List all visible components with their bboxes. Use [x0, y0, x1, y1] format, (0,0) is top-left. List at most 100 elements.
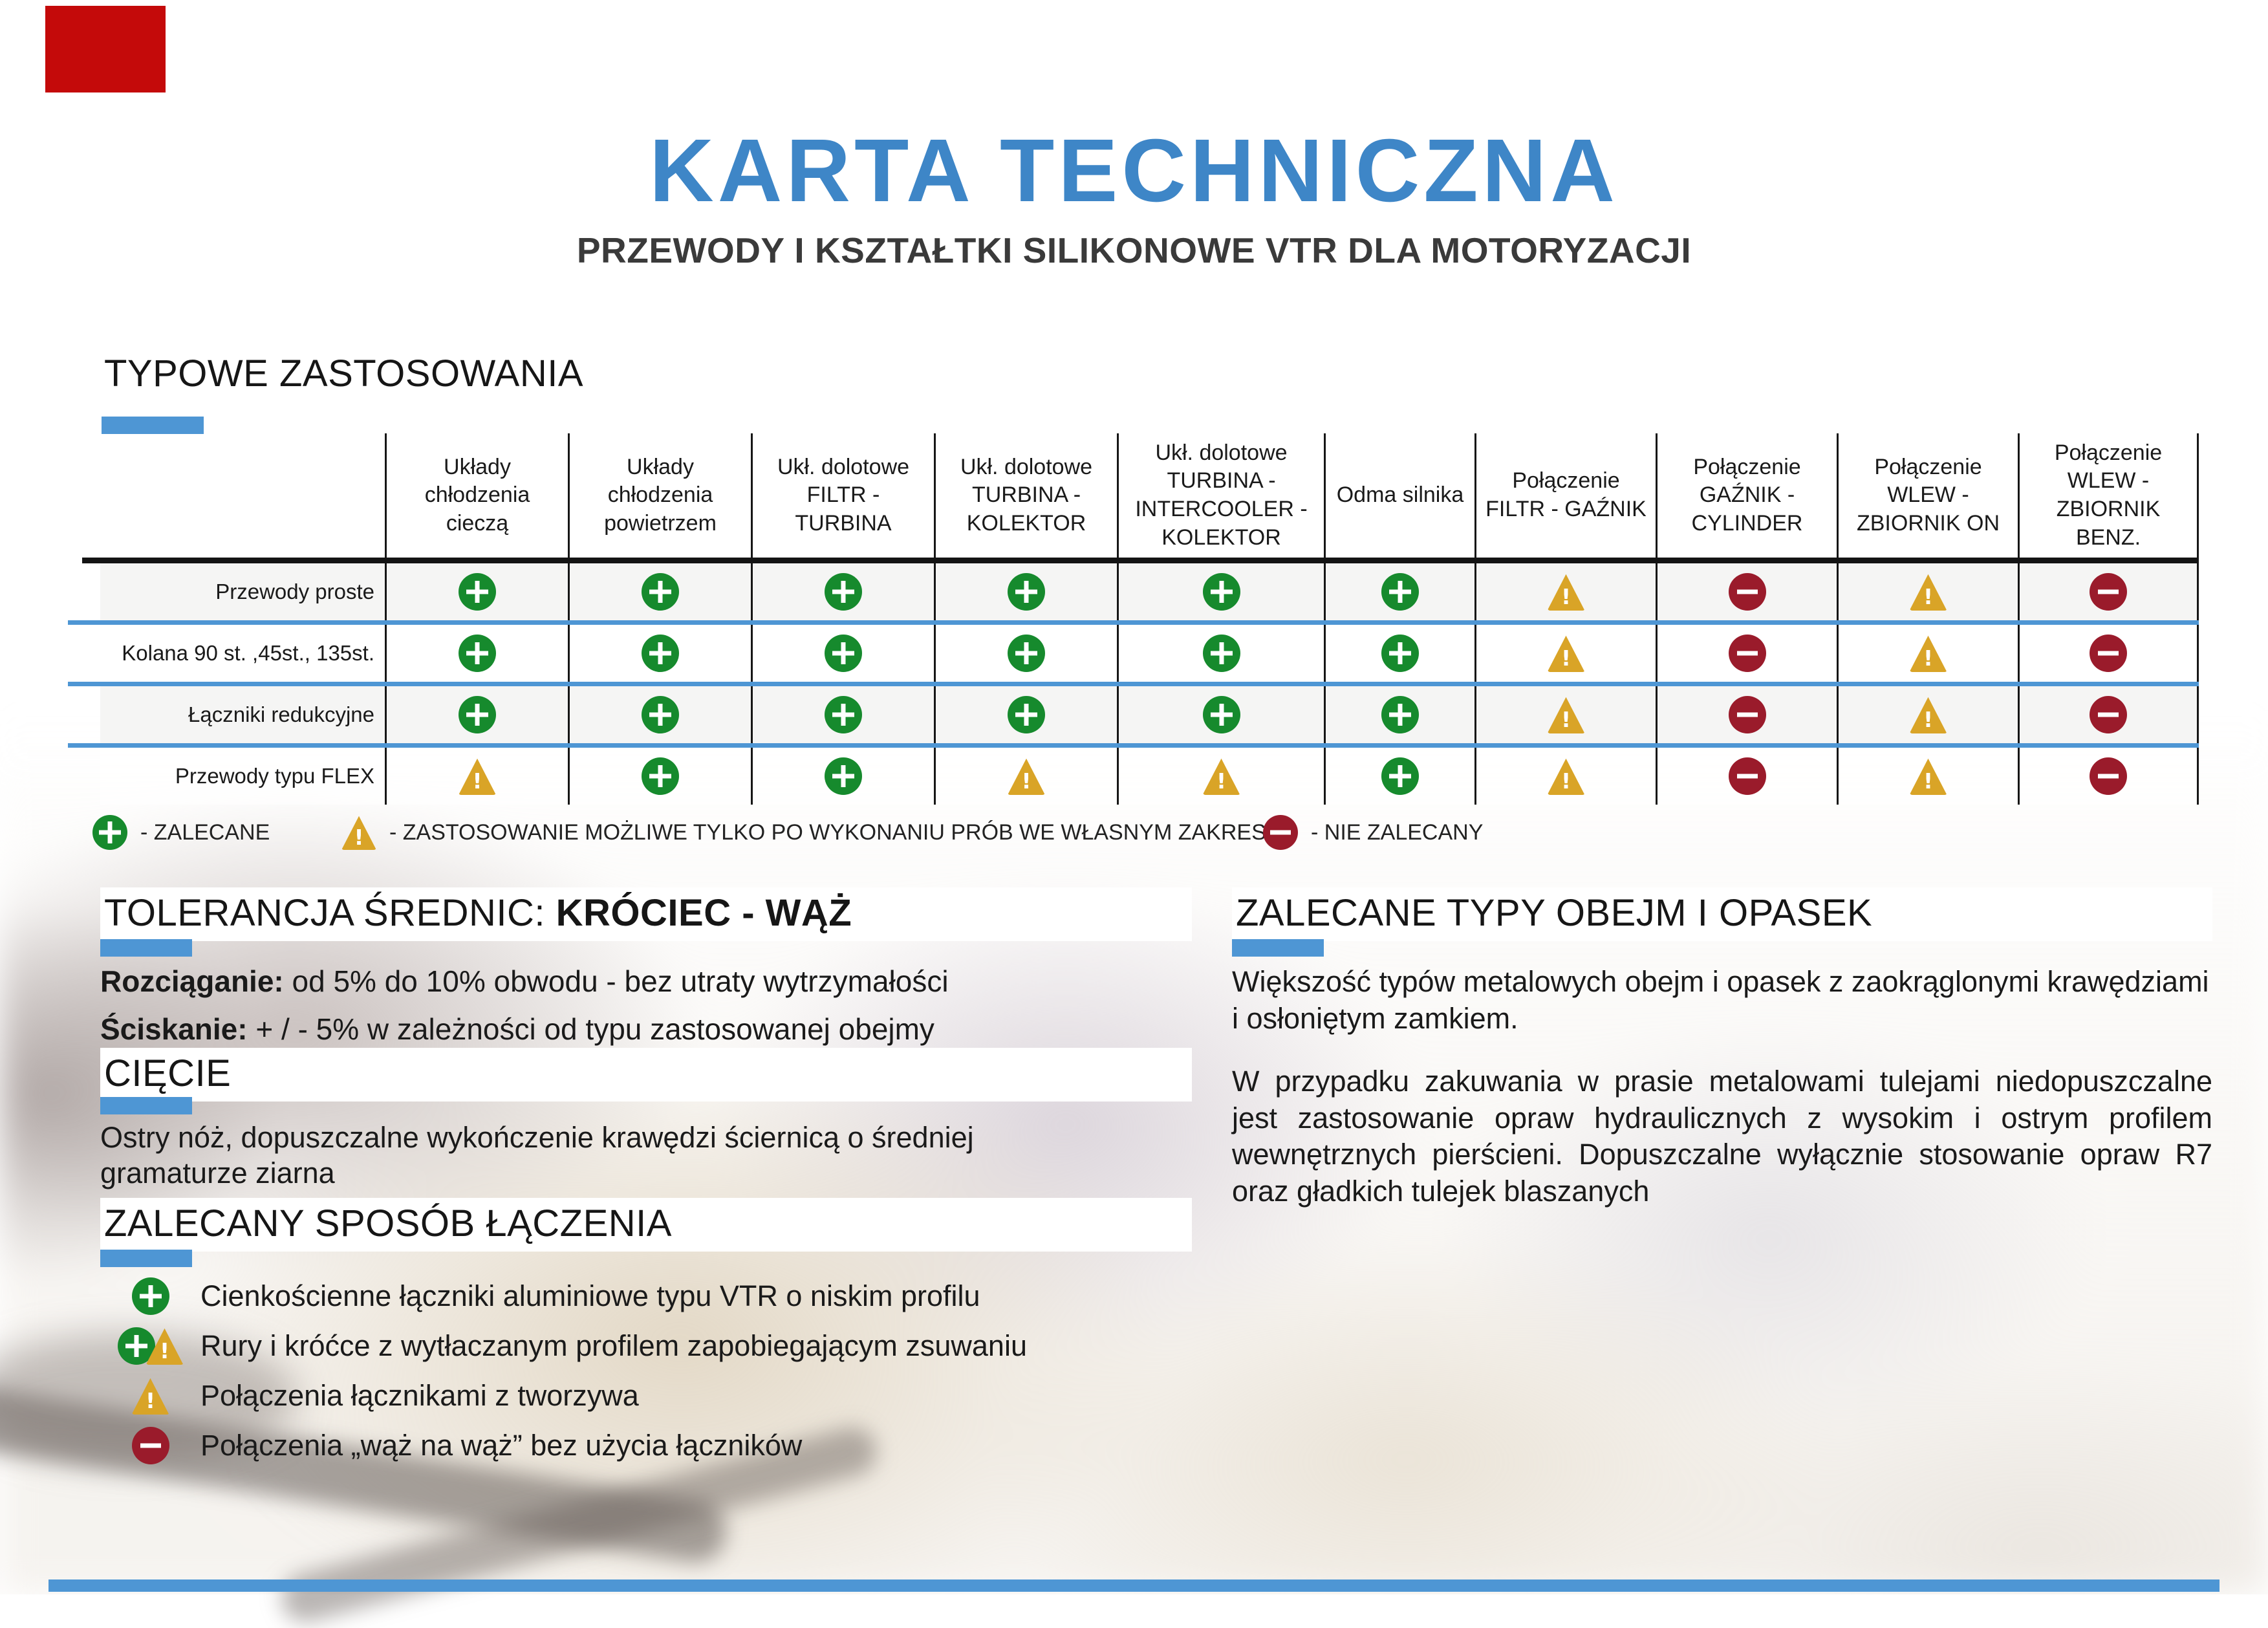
- apps-col-header: Ukł. dolotowe FILTR - TURBINA: [751, 433, 934, 558]
- apps-cell: [2018, 563, 2199, 620]
- plus-icon: [642, 573, 679, 611]
- corner-red-block: [45, 6, 166, 92]
- minus-icon: [1728, 696, 1766, 733]
- tolerance-heading-bold: KRÓCIEC - WĄŻ: [556, 892, 852, 934]
- row-separator: [68, 620, 2199, 625]
- minus-icon: [1263, 815, 1298, 850]
- heading-underline-bar: [100, 1097, 192, 1114]
- apps-row-label: Przewody proste: [100, 563, 385, 620]
- plus-icon: [1008, 573, 1045, 611]
- footer-blue-bar: [49, 1579, 2219, 1592]
- plus-icon: [459, 696, 496, 733]
- apps-cell: [1117, 563, 1324, 620]
- plus-icon: [825, 696, 862, 733]
- exclamation-glyph: !: [145, 1387, 156, 1413]
- apps-cell: [2018, 748, 2199, 805]
- plus-icon: [642, 757, 679, 795]
- apps-cell: [751, 563, 934, 620]
- section-heading-clamps: ZALECANE TYPY OBEJM I OPASEK: [1232, 887, 2212, 941]
- apps-col-header: Ukł. dolotowe TURBINA - KOLEKTOR: [934, 433, 1117, 558]
- minus-icon: [131, 1427, 169, 1464]
- joining-list: Cienkościenne łączniki aluminiowe typu V…: [100, 1277, 1200, 1476]
- warn-icon: !: [131, 1378, 169, 1415]
- tolerance-value: od 5% do 10% obwodu - bez utraty wytrzym…: [292, 964, 949, 998]
- apps-cell: [568, 625, 751, 682]
- apps-row-label: Kolana 90 st. ,45st., 135st.: [100, 625, 385, 682]
- joining-item-text: Cienkościenne łączniki aluminiowe typu V…: [200, 1279, 980, 1312]
- plus-icon: [117, 1327, 155, 1365]
- apps-cell: [1656, 748, 1837, 805]
- apps-cell: [751, 686, 934, 743]
- plus-icon: [642, 696, 679, 733]
- joining-item-text: Rury i króćce z wytłaczanym profilem zap…: [200, 1329, 1027, 1362]
- exclamation-glyph: !: [1561, 583, 1571, 609]
- apps-row-label: Łączniki redukcyjne: [100, 686, 385, 743]
- apps-cell: !: [1474, 748, 1656, 805]
- cutting-text: Ostry nóż, dopuszczalne wykończenie kraw…: [100, 1121, 974, 1189]
- exclamation-glyph: !: [1561, 768, 1571, 794]
- minus-icon: [1728, 757, 1766, 795]
- exclamation-glyph: !: [1216, 768, 1227, 794]
- tolerance-line-compress: Ściskanie: + / - 5% w zależności od typu…: [100, 1012, 934, 1047]
- exclamation-glyph: !: [1561, 706, 1571, 732]
- exclamation-glyph: !: [1923, 583, 1934, 609]
- exclamation-glyph: !: [1021, 768, 1031, 794]
- section-typical-applications: TYPOWE ZASTOSOWANIA Układy chłodzenia ci…: [68, 348, 2234, 891]
- apps-col-header: Połączenie FILTR - GAŹNIK: [1474, 433, 1656, 558]
- apps-corner-cell: [100, 433, 385, 558]
- joining-item: Cienkościenne łączniki aluminiowe typu V…: [100, 1277, 1200, 1316]
- apps-cell: !: [385, 748, 568, 805]
- apps-col-header: Układy chłodzenia powietrzem: [568, 433, 751, 558]
- exclamation-glyph: !: [159, 1338, 170, 1363]
- clamps-paragraph-2: W przypadku zakuwania w prasie metalowam…: [1232, 1065, 2212, 1208]
- plus-icon: [92, 815, 127, 850]
- legend-item: ! - ZASTOSOWANIE MOŻLIWE TYLKO PO WYKONAN…: [341, 815, 1287, 850]
- apps-cell: [1117, 625, 1324, 682]
- minus-icon: [1728, 635, 1766, 672]
- plus-icon: [1381, 757, 1419, 795]
- plus-icon: [1381, 696, 1419, 733]
- warn-icon: !: [1008, 758, 1045, 795]
- apps-legend: - ZALECANE! - ZASTOSOWANIE MOŻLIWE TYLKO …: [92, 815, 2201, 854]
- apps-cell: [1117, 686, 1324, 743]
- exclamation-glyph: !: [1561, 645, 1571, 671]
- apps-table: Układy chłodzenia cieczą Układy chłodzeni…: [68, 433, 2199, 805]
- legend-text: - NIE ZALECANY: [1311, 819, 1484, 845]
- warn-icon: !: [1547, 697, 1585, 733]
- legend-item: - NIE ZALECANY: [1263, 815, 1483, 850]
- apps-cell: !: [934, 748, 1117, 805]
- section-heading-cutting: CIĘCIE: [100, 1048, 1192, 1102]
- tolerance-line-stretch: Rozciąganie: od 5% do 10% obwodu - bez u…: [100, 964, 949, 999]
- apps-cell: [751, 748, 934, 805]
- apps-cell: [1324, 686, 1474, 743]
- plus-icon: [1008, 635, 1045, 672]
- minus-icon: [2090, 573, 2127, 611]
- apps-cell: [1324, 625, 1474, 682]
- warn-icon: !: [1547, 758, 1585, 795]
- joining-item-icons: !: [100, 1327, 200, 1365]
- heading-underline-bar: [100, 1250, 192, 1267]
- apps-cell: [2018, 625, 2199, 682]
- section-heading-joining: ZALECANY SPOSÓB ŁĄCZENIA: [100, 1198, 1192, 1252]
- legend-text: - ZASTOSOWANIE MOŻLIWE TYLKO PO WYKONANI…: [389, 819, 1287, 845]
- plus-icon: [459, 635, 496, 672]
- apps-cell: [568, 563, 751, 620]
- apps-cell: !: [1837, 686, 2018, 743]
- apps-cell: [1324, 563, 1474, 620]
- exclamation-glyph: !: [472, 768, 482, 794]
- header-divider: [82, 558, 2199, 563]
- apps-cell: [2018, 686, 2199, 743]
- apps-cell: [751, 625, 934, 682]
- section-heading-applications: TYPOWE ZASTOSOWANIA: [100, 348, 1192, 402]
- plus-icon: [825, 635, 862, 672]
- plus-icon: [459, 573, 496, 611]
- plus-icon: [825, 757, 862, 795]
- heading-underline-bar: [1232, 939, 1324, 957]
- joining-item: Połączenia „wąż na wąż” bez użycia łączn…: [100, 1426, 1200, 1465]
- apps-col-header: Układy chłodzenia cieczą: [385, 433, 568, 558]
- warn-icon: !: [1909, 635, 1947, 672]
- row-separator: [68, 743, 2199, 748]
- tolerance-label: Rozciąganie:: [100, 964, 284, 998]
- apps-cell: [385, 686, 568, 743]
- plus-icon: [1202, 573, 1240, 611]
